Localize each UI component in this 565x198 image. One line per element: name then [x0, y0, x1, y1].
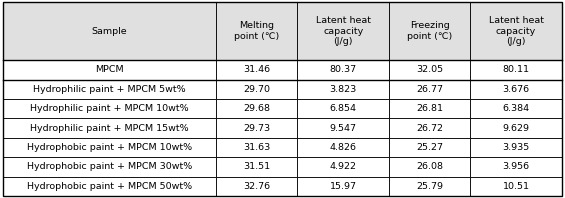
Text: 3.935: 3.935 — [502, 143, 530, 152]
Text: 4.826: 4.826 — [329, 143, 357, 152]
Text: Latent heat
capacity
(J/g): Latent heat capacity (J/g) — [316, 16, 371, 46]
Text: 80.37: 80.37 — [329, 65, 357, 74]
Text: 3.676: 3.676 — [502, 85, 529, 94]
Bar — [3, 60, 216, 80]
Bar — [297, 99, 389, 118]
Bar — [297, 157, 389, 177]
Text: MPCM: MPCM — [95, 65, 124, 74]
Text: 3.956: 3.956 — [502, 162, 529, 171]
Bar — [389, 138, 470, 157]
Text: Freezing
point (℃): Freezing point (℃) — [407, 21, 452, 41]
Bar — [216, 99, 297, 118]
Bar — [3, 118, 216, 138]
Bar — [470, 80, 562, 99]
Text: 32.05: 32.05 — [416, 65, 443, 74]
Text: Hydrophilic paint + MPCM 15wt%: Hydrophilic paint + MPCM 15wt% — [30, 124, 189, 133]
Bar — [389, 118, 470, 138]
Bar — [216, 80, 297, 99]
Bar — [389, 99, 470, 118]
Bar — [3, 80, 216, 99]
Text: 26.77: 26.77 — [416, 85, 443, 94]
Bar — [3, 177, 216, 196]
Text: 31.63: 31.63 — [243, 143, 270, 152]
Bar — [297, 118, 389, 138]
Text: 31.51: 31.51 — [243, 162, 270, 171]
Text: 80.11: 80.11 — [503, 65, 529, 74]
Text: 9.629: 9.629 — [503, 124, 529, 133]
Bar — [470, 99, 562, 118]
Bar — [389, 2, 470, 60]
Bar — [389, 157, 470, 177]
Text: Hydrophilic paint + MPCM 10wt%: Hydrophilic paint + MPCM 10wt% — [30, 104, 189, 113]
Bar — [470, 118, 562, 138]
Text: Hydrophobic paint + MPCM 50wt%: Hydrophobic paint + MPCM 50wt% — [27, 182, 192, 191]
Text: 25.27: 25.27 — [416, 143, 443, 152]
Bar — [3, 138, 216, 157]
Bar — [216, 118, 297, 138]
Text: 15.97: 15.97 — [329, 182, 357, 191]
Text: Melting
point (℃): Melting point (℃) — [234, 21, 279, 41]
Bar — [389, 80, 470, 99]
Text: 29.68: 29.68 — [243, 104, 270, 113]
Bar — [216, 2, 297, 60]
Bar — [3, 157, 216, 177]
Bar — [216, 138, 297, 157]
Text: 6.854: 6.854 — [329, 104, 357, 113]
Bar — [470, 138, 562, 157]
Bar — [216, 60, 297, 80]
Text: 3.823: 3.823 — [329, 85, 357, 94]
Bar — [470, 157, 562, 177]
Text: 31.46: 31.46 — [243, 65, 270, 74]
Bar — [297, 177, 389, 196]
Text: Hydrophobic paint + MPCM 10wt%: Hydrophobic paint + MPCM 10wt% — [27, 143, 192, 152]
Text: 26.81: 26.81 — [416, 104, 443, 113]
Text: 26.72: 26.72 — [416, 124, 443, 133]
Text: Hydrophilic paint + MPCM 5wt%: Hydrophilic paint + MPCM 5wt% — [33, 85, 186, 94]
Bar — [216, 157, 297, 177]
Text: 10.51: 10.51 — [503, 182, 529, 191]
Text: Sample: Sample — [92, 27, 127, 36]
Text: 29.70: 29.70 — [243, 85, 270, 94]
Bar — [470, 2, 562, 60]
Text: 29.73: 29.73 — [243, 124, 270, 133]
Bar — [297, 2, 389, 60]
Text: 9.547: 9.547 — [329, 124, 357, 133]
Text: 32.76: 32.76 — [243, 182, 270, 191]
Bar — [470, 60, 562, 80]
Bar — [389, 60, 470, 80]
Text: Hydrophobic paint + MPCM 30wt%: Hydrophobic paint + MPCM 30wt% — [27, 162, 192, 171]
Bar — [389, 177, 470, 196]
Bar — [297, 60, 389, 80]
Bar — [297, 80, 389, 99]
Text: 25.79: 25.79 — [416, 182, 443, 191]
Bar — [470, 177, 562, 196]
Text: Latent heat
capacity
(J/g): Latent heat capacity (J/g) — [489, 16, 544, 46]
Bar — [297, 138, 389, 157]
Text: 4.922: 4.922 — [329, 162, 357, 171]
Bar — [3, 2, 216, 60]
Bar — [216, 177, 297, 196]
Text: 26.08: 26.08 — [416, 162, 443, 171]
Bar — [3, 99, 216, 118]
Text: 6.384: 6.384 — [502, 104, 529, 113]
